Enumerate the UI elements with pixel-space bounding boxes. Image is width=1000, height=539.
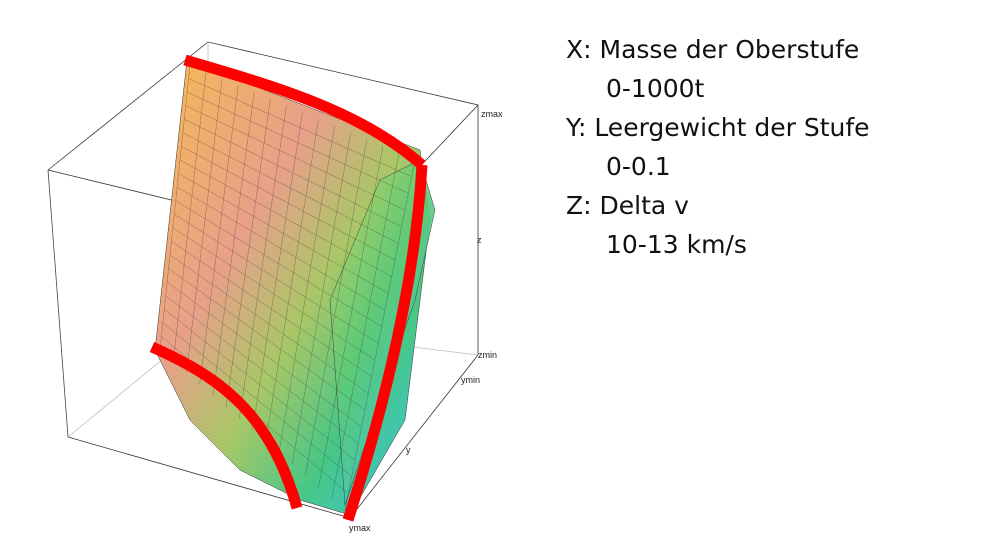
highlight-curve-right [342,164,428,522]
mesh-cross [182,132,399,244]
axis-label-y: y [406,445,411,455]
mesh-cross [162,322,352,477]
legend-x-range: 0-1000t [606,74,705,103]
mesh-rib [199,85,239,385]
axis-label-zmin: zmin [478,350,497,360]
surface [154,59,436,516]
mesh-rib [344,159,416,511]
highlight-curve-top [183,54,426,170]
mesh-cross [169,254,369,394]
legend-z-range: 10-13 km/s [606,230,747,259]
mesh-cross [165,295,359,444]
axis-legend: X: Masse der Oberstufe 0-1000t Y: Leerge… [566,30,870,264]
mesh-rib [173,71,207,362]
mesh-rib [186,78,223,373]
highlight-curve-bottom [149,341,303,510]
mesh-cross [174,214,379,344]
mesh-cross [178,173,389,294]
mesh-cross [181,146,396,261]
mesh-cross [177,186,386,311]
axis-label-z: z [477,235,482,245]
axis-label-zmax: zmax [481,109,503,119]
mesh-rib [252,112,303,431]
legend-y-range: 0-0.1 [606,152,671,181]
mesh-cross [187,91,409,194]
axis-label-ymin: ymin [461,375,480,385]
axis-label-ymax: ymax [349,523,371,533]
legend-z-label: Z: Delta v [566,191,689,220]
mesh-rib [212,92,255,396]
mesh-rib [305,139,367,476]
surface-mesh [159,64,416,511]
surface-plot: zmax z zmin ymin y ymax [47,41,503,533]
highlight-curves [149,54,428,522]
legend-y-label: Y: Leergewicht der Stufe [566,113,870,142]
mesh-rib [225,98,271,408]
mesh-rib [318,146,384,488]
mesh-cross [168,268,366,411]
mesh-rib [239,105,287,419]
mesh-rib [278,126,335,453]
mesh-rib [265,119,319,442]
mesh-cross [184,119,402,227]
legend-x-label: X: Masse der Oberstufe [566,35,860,64]
mesh-cross [185,105,406,211]
mesh-cross [179,159,392,277]
mesh-rib [291,132,351,465]
mesh-rib [159,64,191,351]
mesh-cross [188,78,412,177]
mesh-cross [171,241,372,377]
mesh-cross [167,281,362,427]
mesh-rib [331,153,400,499]
mesh-cross [164,309,356,461]
mesh-cross [175,200,382,327]
mesh-cross [172,227,376,361]
